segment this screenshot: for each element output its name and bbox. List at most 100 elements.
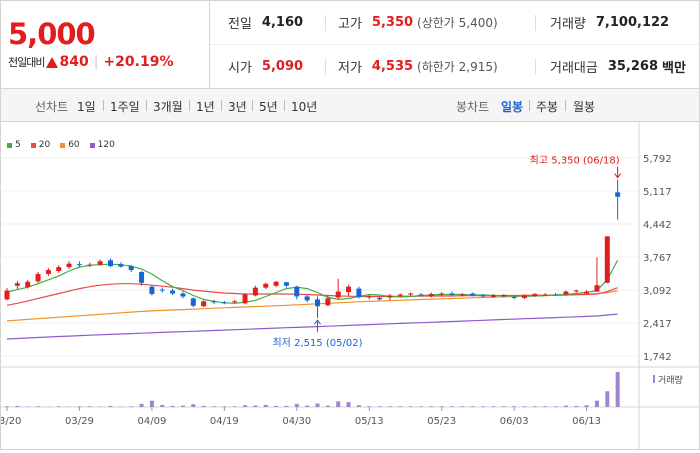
volume-bar — [491, 406, 495, 407]
volume-bar — [543, 406, 547, 407]
period-5y-button[interactable]: 5년 — [259, 98, 278, 115]
toolbar-divider — [252, 100, 253, 111]
x-tick-label: 03/29 — [65, 416, 94, 427]
volume-bar — [450, 406, 454, 407]
quote-header: 5,000 전일대비 840 | +20.19% 전일 4,160 고가 5,3… — [1, 1, 699, 89]
volume-bar — [585, 405, 589, 407]
high-arrow-icon — [615, 167, 621, 178]
candle-body — [491, 295, 496, 297]
ma120-line — [7, 314, 618, 339]
candle-body — [170, 291, 175, 294]
volume-bar — [502, 406, 506, 407]
volume-bar — [595, 401, 599, 407]
cell-divider — [535, 15, 536, 31]
volume-legend-swatch — [653, 375, 655, 383]
candle-body — [522, 295, 527, 297]
candle-body — [532, 294, 537, 296]
legend-swatch — [7, 143, 12, 148]
volume-bar — [191, 404, 195, 407]
volume-bar — [5, 406, 9, 407]
high-price: 고가 5,350 (상한가 5,400) — [338, 1, 498, 44]
legend-label: 120 — [98, 140, 115, 150]
volume-value: 7,100,122 — [596, 15, 669, 30]
y-tick-label: 4,442 — [643, 220, 672, 231]
high-value: 5,350 — [372, 15, 413, 30]
low-label: 저가 — [338, 57, 362, 76]
period-3m-button[interactable]: 3개월 — [153, 98, 183, 115]
prev-close: 전일 4,160 — [228, 1, 303, 44]
toolbar-divider — [284, 100, 285, 111]
monthly-candle-button[interactable]: 월봉 — [573, 98, 595, 115]
volume-bar — [36, 406, 40, 407]
daily-candle-button[interactable]: 일봉 — [501, 98, 523, 115]
volume-bar — [295, 404, 299, 407]
period-10y-button[interactable]: 10년 — [291, 98, 317, 115]
y-tick-label: 1,742 — [643, 352, 672, 363]
candle-body — [36, 274, 41, 281]
legend-item: 60 — [60, 140, 79, 150]
volume-bar — [222, 406, 226, 407]
candle-body — [232, 301, 237, 302]
volume-bar — [481, 406, 485, 407]
change-label: 전일대비 — [8, 54, 44, 70]
open-value: 5,090 — [262, 59, 303, 74]
candle-body — [305, 296, 310, 300]
candle-body — [450, 294, 455, 295]
period-1w-button[interactable]: 1주일 — [110, 98, 140, 115]
candle-body — [108, 260, 113, 266]
volume-bar — [243, 405, 247, 407]
chart-toolbar: 선차트 1일 1주일 3개월 1년 3년 5년 10년 봉차트 일봉 주봉 월봉 — [1, 89, 699, 122]
candle-body — [263, 284, 268, 288]
trade-amount: 거래대금 35,268 백만 — [550, 45, 686, 88]
candle-body — [15, 283, 20, 285]
candle-body — [98, 261, 103, 264]
volume-bar — [160, 405, 164, 407]
candle-body — [46, 270, 51, 274]
volume-bar — [305, 406, 309, 407]
cell-divider — [325, 59, 326, 75]
candle-body — [160, 290, 165, 291]
volume-bar — [129, 406, 133, 407]
volume-bar — [419, 406, 423, 407]
volume-bar — [212, 406, 216, 407]
volume-bar — [253, 406, 257, 407]
candle-body — [563, 292, 568, 295]
candle-body — [460, 294, 465, 295]
weekly-candle-button[interactable]: 주봉 — [536, 98, 558, 115]
candle-body — [615, 192, 620, 196]
candle-body — [87, 265, 92, 266]
high-label: 고가 — [338, 13, 362, 32]
x-tick-label: 05/13 — [355, 416, 384, 427]
toolbar-divider — [221, 100, 222, 111]
toolbar-divider — [189, 100, 190, 111]
candle-body — [77, 264, 82, 265]
y-tick-label: 3,092 — [643, 286, 672, 297]
candle-body — [439, 294, 444, 295]
legend-swatch — [90, 143, 95, 148]
high-annotation: 최고 5,350 (06/18) — [530, 155, 620, 167]
candle-body — [25, 282, 30, 287]
up-triangle-icon — [46, 57, 58, 68]
period-1d-button[interactable]: 1일 — [77, 98, 96, 115]
volume-bar — [378, 406, 382, 407]
volume-bar — [574, 406, 578, 407]
candle-body — [139, 272, 144, 283]
y-tick-label: 2,417 — [643, 319, 672, 330]
amount-label: 거래대금 — [550, 57, 598, 76]
quote-info-grid: 전일 4,160 고가 5,350 (상한가 5,400) 거래량 7,100,… — [210, 1, 699, 88]
period-3y-button[interactable]: 3년 — [228, 98, 247, 115]
volume-bar — [15, 406, 19, 407]
candle-body — [212, 301, 217, 302]
amount-unit: 백만 — [662, 57, 686, 76]
volume-bar — [460, 406, 464, 407]
candle-body — [191, 298, 196, 305]
candle-body — [605, 236, 610, 282]
period-1y-button[interactable]: 1년 — [196, 98, 215, 115]
x-tick-label: 04/19 — [210, 416, 239, 427]
separator: | — [94, 54, 99, 70]
volume-bar — [88, 406, 92, 407]
x-tick-label: 05/23 — [427, 416, 456, 427]
candle-body — [377, 298, 382, 299]
